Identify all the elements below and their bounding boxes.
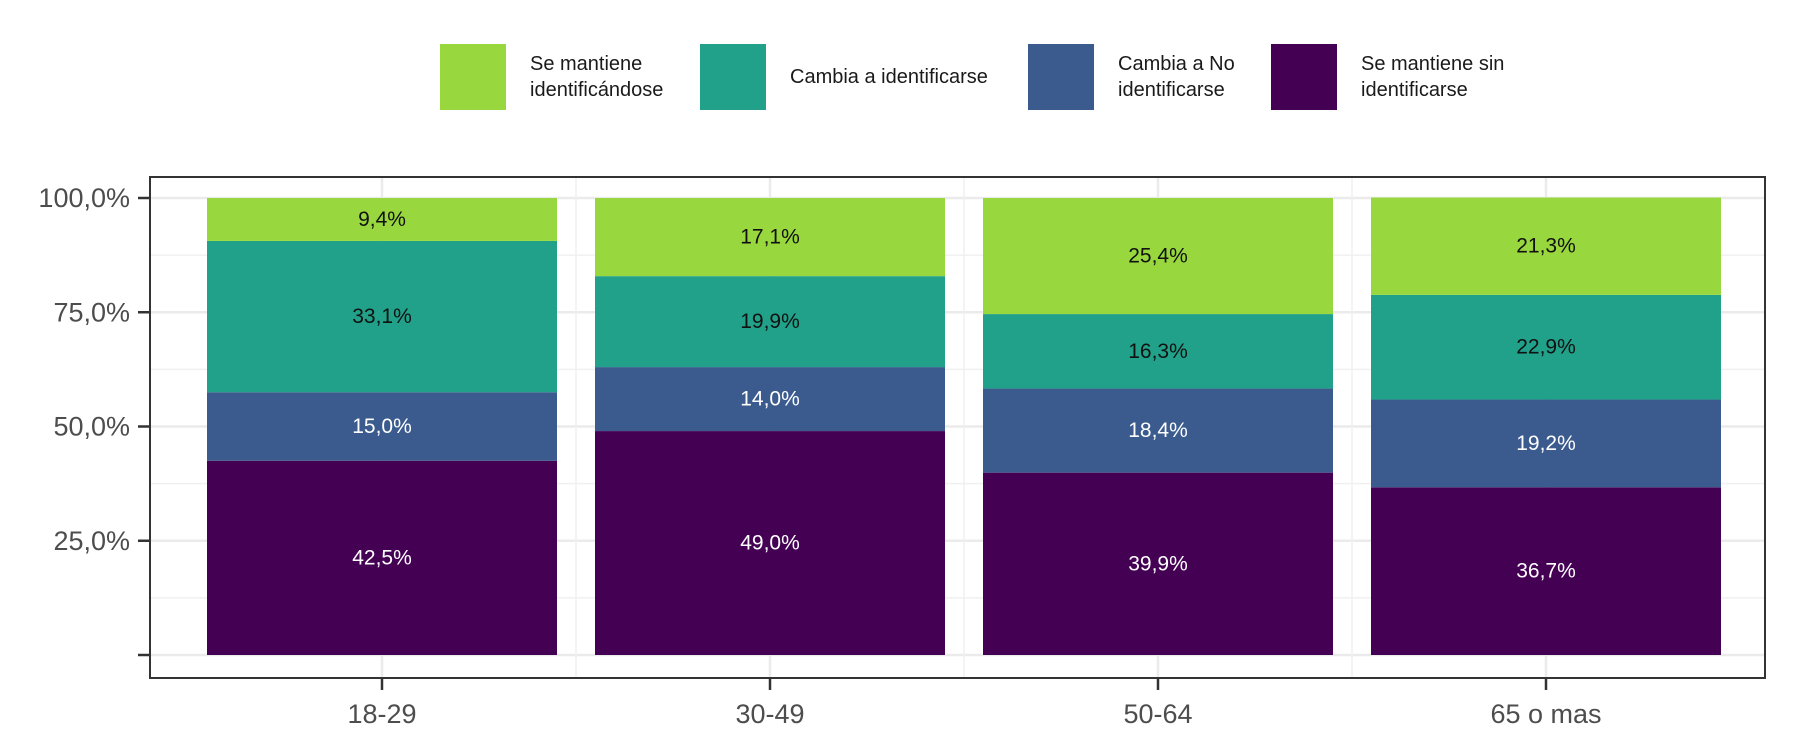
legend-swatch xyxy=(1028,44,1094,110)
legend-swatch xyxy=(440,44,506,110)
bar-cambia-a-no-identificarse-30-49 xyxy=(595,367,945,432)
data-label: 17,1% xyxy=(740,226,800,249)
data-label: 19,2% xyxy=(1516,432,1576,455)
y-tick-label: 100,0% xyxy=(38,183,130,213)
legend: Se mantiene identificándose Cambia a ident… xyxy=(440,44,1504,110)
data-label: 22,9% xyxy=(1516,336,1576,359)
legend-label: Se mantiene sin xyxy=(1361,53,1504,75)
y-tick-label: 75,0% xyxy=(53,297,130,327)
data-label: 49,0% xyxy=(740,532,800,555)
bar-se-mantiene-identific-ndose-50-64 xyxy=(983,198,1333,315)
legend-label: identificarse xyxy=(1361,79,1468,101)
y-tick-label: 25,0% xyxy=(53,526,130,556)
data-label: 14,0% xyxy=(740,388,800,411)
bar-cambia-a-identificarse-50-64 xyxy=(983,314,1333,389)
x-tick-label: 18-29 xyxy=(347,699,416,729)
legend-label: Cambia a identificarse xyxy=(790,66,988,88)
x-tick-label: 65 o mas xyxy=(1490,699,1601,729)
legend-item-cambia-a-identificarse: Cambia a identificarse xyxy=(700,44,988,110)
legend-swatch xyxy=(700,44,766,110)
legend-item-se-mantiene-identific-ndose: Se mantiene identificándose xyxy=(440,44,663,110)
y-axis: 25,0% 50,0% 75,0% 100,0% xyxy=(38,183,150,657)
x-tick-label: 30-49 xyxy=(735,699,804,729)
data-label: 18,4% xyxy=(1128,419,1188,442)
data-label: 25,4% xyxy=(1128,245,1188,268)
legend-item-se-mantiene-sin-identificarse: Se mantiene sin identificarse xyxy=(1271,44,1504,110)
data-label: 16,3% xyxy=(1128,340,1188,363)
bar-cambia-a-no-identificarse-18-29 xyxy=(207,392,557,461)
legend-label: identificarse xyxy=(1118,79,1225,101)
bar-se-mantiene-identific-ndose-18-29 xyxy=(207,198,557,241)
legend-label: Se mantiene xyxy=(530,53,642,75)
legend-label: identificándose xyxy=(530,79,663,101)
x-axis: 18-29 30-49 50-64 65 o mas xyxy=(347,678,1602,729)
bar-se-mantiene-identific-ndose-65-o-mas xyxy=(1371,197,1721,295)
bar-cambia-a-identificarse-18-29 xyxy=(207,240,557,393)
data-label: 42,5% xyxy=(352,546,412,569)
data-label: 39,9% xyxy=(1128,552,1188,575)
bar-se-mantiene-identific-ndose-30-49 xyxy=(595,198,945,277)
legend-label: Cambia a No xyxy=(1118,53,1235,75)
bar-cambia-a-no-identificarse-65-o-mas xyxy=(1371,399,1721,488)
bars: 42,5% 15,0% 33,1% 9,4% 49,0% 14,0% 19,9% 17,1% 3… xyxy=(207,197,1721,655)
bar-cambia-a-identificarse-30-49 xyxy=(595,276,945,368)
y-tick-label: 50,0% xyxy=(53,412,130,442)
data-label: 33,1% xyxy=(352,305,412,328)
bar-cambia-a-identificarse-65-o-mas xyxy=(1371,294,1721,400)
bar-se-mantiene-sin-identificarse-30-49 xyxy=(595,431,945,655)
bar-se-mantiene-sin-identificarse-18-29 xyxy=(207,460,557,655)
legend-item-cambia-a-no-identificarse: Cambia a No identificarse xyxy=(1028,44,1235,110)
legend-swatch xyxy=(1271,44,1337,110)
data-label: 19,9% xyxy=(740,310,800,333)
data-label: 15,0% xyxy=(352,415,412,438)
bar-cambia-a-no-identificarse-50-64 xyxy=(983,388,1333,473)
bar-se-mantiene-sin-identificarse-50-64 xyxy=(983,472,1333,655)
data-label: 9,4% xyxy=(358,208,406,231)
data-label: 21,3% xyxy=(1516,235,1576,258)
data-label: 36,7% xyxy=(1516,560,1576,583)
bar-se-mantiene-sin-identificarse-65-o-mas xyxy=(1371,487,1721,655)
x-tick-label: 50-64 xyxy=(1123,699,1192,729)
